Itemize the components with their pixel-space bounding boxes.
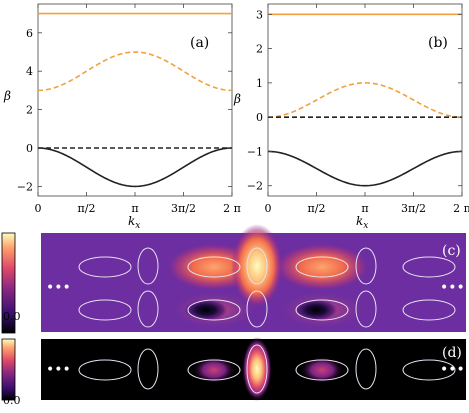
colorbar bbox=[1, 338, 16, 401]
waveguide-outline bbox=[295, 359, 349, 381]
x-tick-label: 3π/2 bbox=[171, 202, 196, 215]
x-tick-label: π bbox=[361, 202, 368, 215]
waveguide-outline bbox=[187, 256, 241, 278]
x-tick-label: π/2 bbox=[78, 202, 96, 215]
waveguide-outline bbox=[355, 247, 377, 285]
waveguide-outline bbox=[246, 290, 268, 328]
x-axis-label-main: k bbox=[128, 214, 135, 228]
ellipsis-right: ••• bbox=[440, 362, 465, 378]
x-tick-label: π bbox=[131, 202, 138, 215]
y-ticks: −2 −1 0 1 2 3 bbox=[247, 8, 462, 193]
waveguide-outline bbox=[402, 299, 456, 321]
y-axis-label: β bbox=[233, 92, 241, 106]
x-axis-label-sub: x bbox=[135, 221, 140, 231]
y-tick-label: 1 bbox=[256, 77, 263, 90]
ellipsis-right: ••• bbox=[440, 280, 465, 296]
waveguide-outline bbox=[246, 344, 268, 394]
y-tick-label: −2 bbox=[247, 180, 263, 193]
waveguide-outline bbox=[187, 299, 241, 321]
x-tick-label: π/2 bbox=[308, 202, 326, 215]
x-tick-label: 2 π bbox=[453, 202, 469, 215]
waveguide-outlines bbox=[78, 247, 456, 328]
plot-frame bbox=[267, 3, 463, 197]
y-tick-label: 3 bbox=[256, 8, 263, 21]
ellipsis-left: ••• bbox=[46, 280, 71, 296]
y-tick-label: 2 bbox=[26, 104, 33, 117]
y-axis-label: β bbox=[3, 89, 11, 103]
colorbar-label: 0.0 bbox=[3, 394, 21, 407]
waveguide-outline bbox=[137, 247, 159, 285]
intensity-spot bbox=[184, 299, 228, 321]
waveguide-outline bbox=[295, 299, 349, 321]
ellipsis-left: ••• bbox=[46, 362, 71, 378]
waveguide-outline bbox=[78, 359, 132, 381]
panel-c: 0.0 ••• ••• (c) bbox=[1, 224, 466, 334]
x-ticks: 0 π/2 π 3π/2 2 π bbox=[265, 4, 469, 215]
panel-label: (d) bbox=[442, 345, 462, 361]
series-line-1 bbox=[37, 51, 233, 92]
y-tick-label: 0 bbox=[256, 111, 263, 124]
y-tick-label: 6 bbox=[26, 27, 33, 40]
x-ticks: 0 π/2 π 3π/2 2 π bbox=[35, 4, 241, 215]
intensity-spot bbox=[192, 356, 236, 384]
waveguide-outline bbox=[78, 299, 132, 321]
panel-label: (a) bbox=[190, 35, 209, 51]
panel-label: (b) bbox=[428, 35, 448, 51]
waveguide-outline bbox=[137, 348, 159, 390]
waveguide-outline bbox=[402, 256, 456, 278]
x-tick-label: 2 π bbox=[223, 202, 241, 215]
x-axis-label: kx bbox=[356, 214, 368, 231]
waveguide-outline bbox=[295, 256, 349, 278]
y-tick-label: 4 bbox=[26, 65, 33, 78]
waveguide-outline bbox=[78, 256, 132, 278]
waveguide-outline bbox=[246, 247, 268, 285]
colorbar-label: 0.0 bbox=[3, 310, 21, 323]
x-axis-label-main: k bbox=[356, 214, 363, 228]
x-tick-label: 0 bbox=[265, 202, 272, 215]
x-tick-label: 0 bbox=[35, 202, 42, 215]
panel-d: 0.0 ••• ••• (d) bbox=[1, 337, 466, 407]
intensity-spot bbox=[274, 243, 370, 291]
waveguide-outlines bbox=[78, 344, 456, 394]
x-tick-label: 3π/2 bbox=[401, 202, 426, 215]
panel-b: 0 π/2 π 3π/2 2 π −2 −1 0 1 2 3 (b) β kx bbox=[233, 3, 469, 231]
y-tick-label: −1 bbox=[247, 145, 263, 158]
x-axis-label: kx bbox=[128, 214, 140, 231]
intensity-spot bbox=[294, 299, 338, 321]
series-group bbox=[267, 13, 463, 187]
y-tick-label: 0 bbox=[26, 142, 33, 155]
x-axis-label-sub: x bbox=[363, 221, 368, 231]
series-group bbox=[37, 12, 233, 188]
panel-label: (c) bbox=[442, 243, 461, 259]
series-line-1 bbox=[267, 82, 463, 118]
waveguide-outline bbox=[355, 348, 377, 390]
y-tick-label: −2 bbox=[17, 180, 33, 193]
series-line-3 bbox=[267, 150, 463, 187]
colorbar bbox=[1, 232, 16, 334]
plot-frame bbox=[37, 3, 233, 197]
y-ticks: −2 0 2 4 6 bbox=[17, 27, 232, 193]
intensity-spot bbox=[231, 224, 283, 308]
waveguide-outline bbox=[355, 290, 377, 328]
intensity-spot bbox=[300, 356, 344, 384]
y-tick-label: 2 bbox=[256, 43, 263, 56]
waveguide-outline bbox=[402, 359, 456, 381]
waveguide-outline bbox=[137, 290, 159, 328]
series-line-3 bbox=[37, 147, 233, 188]
waveguide-outline bbox=[187, 359, 241, 381]
